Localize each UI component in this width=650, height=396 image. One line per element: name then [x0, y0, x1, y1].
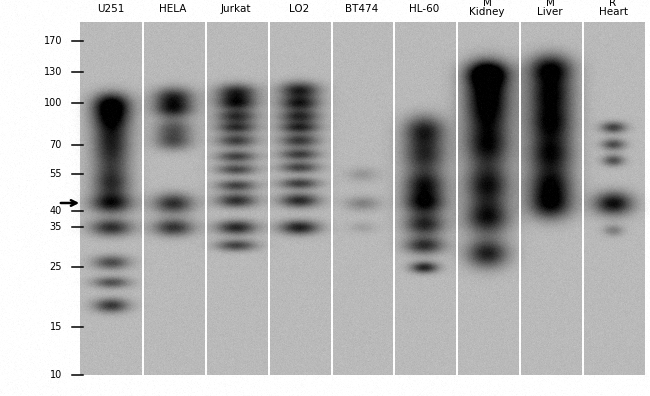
Text: Kidney: Kidney [469, 7, 505, 17]
Text: 40: 40 [50, 206, 62, 216]
Text: 25: 25 [49, 262, 62, 272]
Text: HELA: HELA [159, 4, 187, 14]
Text: 130: 130 [44, 67, 62, 77]
Text: R: R [610, 0, 617, 8]
Text: Liver: Liver [537, 7, 563, 17]
Text: 55: 55 [49, 169, 62, 179]
Text: M: M [545, 0, 554, 8]
Text: 70: 70 [49, 140, 62, 150]
Text: U251: U251 [98, 4, 125, 14]
Text: Heart: Heart [599, 7, 627, 17]
Text: 10: 10 [50, 370, 62, 380]
Text: LO2: LO2 [289, 4, 309, 14]
Text: M: M [482, 0, 491, 8]
Text: HL-60: HL-60 [409, 4, 439, 14]
Text: 35: 35 [49, 222, 62, 232]
Text: 100: 100 [44, 98, 62, 108]
Text: Jurkat: Jurkat [221, 4, 252, 14]
Text: BT474: BT474 [345, 4, 378, 14]
Text: 170: 170 [44, 36, 62, 46]
Text: 15: 15 [49, 322, 62, 332]
